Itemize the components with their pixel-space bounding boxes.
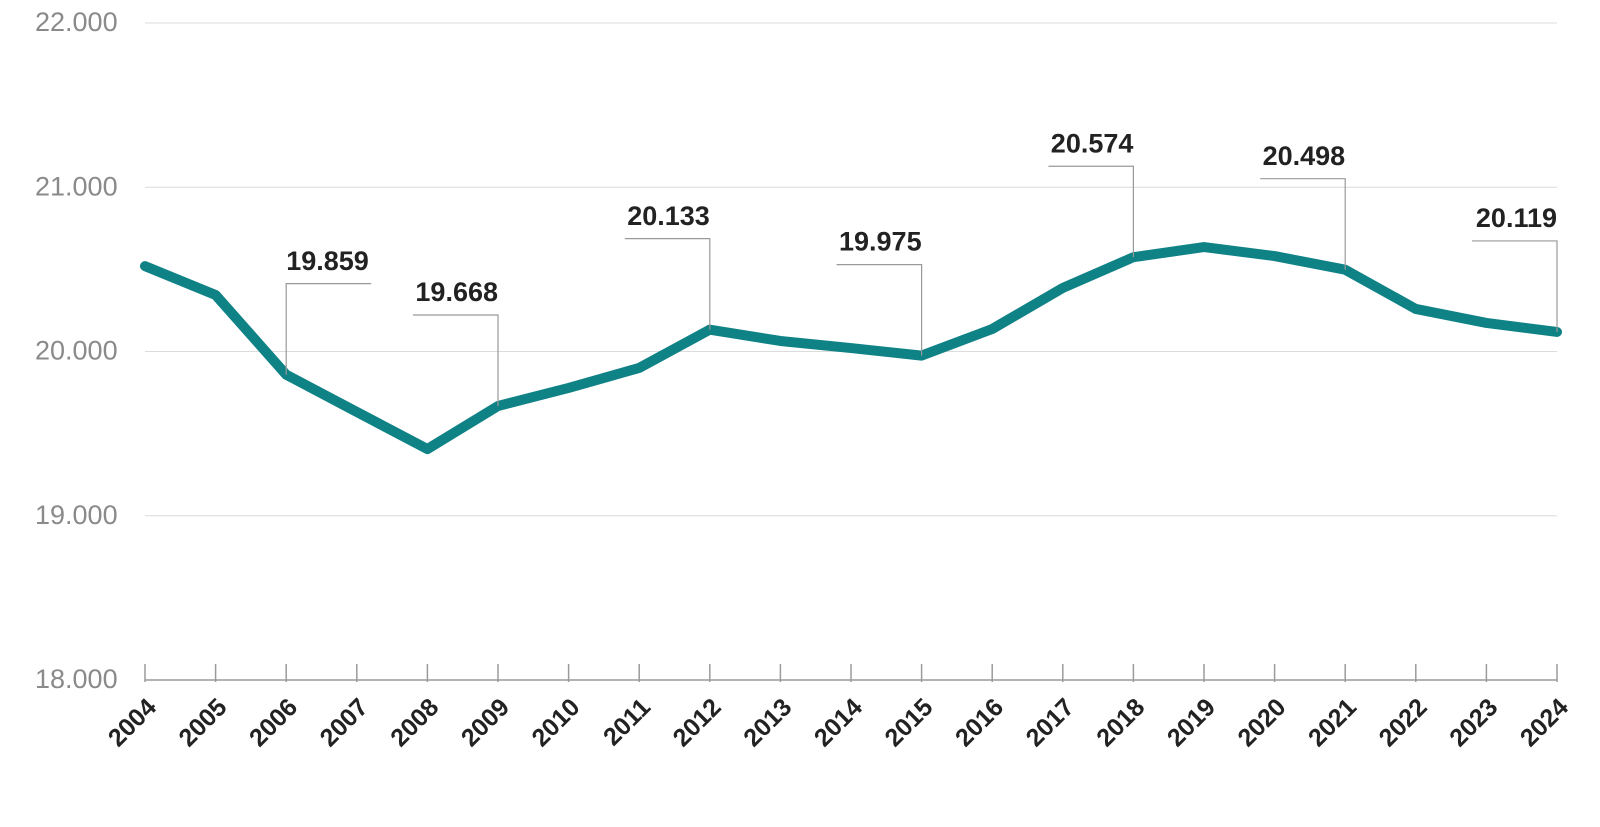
value-label: 20.498 — [1263, 141, 1346, 171]
y-tick-label: 21.000 — [35, 171, 118, 201]
leader-line — [1472, 240, 1558, 332]
x-tick-label: 2008 — [385, 693, 444, 752]
x-tick-label: 2006 — [244, 693, 303, 752]
x-tick-label: 2022 — [1374, 693, 1433, 752]
leader-line — [1260, 178, 1346, 270]
leader-line — [624, 238, 711, 330]
leader-line — [1048, 165, 1134, 258]
x-tick-label: 2017 — [1021, 693, 1080, 752]
x-tick-label: 2015 — [879, 693, 938, 752]
x-tick-label: 2007 — [315, 693, 374, 752]
value-label: 20.119 — [1476, 203, 1557, 233]
x-tick-label: 2011 — [598, 693, 656, 751]
data-line — [140, 242, 1562, 455]
x-tick-label: 2005 — [173, 693, 232, 752]
y-tick-label: 18.000 — [35, 664, 118, 694]
x-tick-label: 2023 — [1444, 693, 1503, 752]
x-tick-label: 2019 — [1162, 693, 1221, 752]
value-label: 20.133 — [627, 201, 710, 231]
x-tick-label: 2004 — [103, 693, 162, 752]
y-tick-label: 22.000 — [35, 7, 118, 37]
x-tick-label: 2016 — [950, 693, 1009, 752]
x-tick-label: 2013 — [738, 693, 797, 752]
y-tick-label: 20.000 — [35, 336, 118, 366]
leader-line — [285, 283, 372, 375]
x-tick-label: 2024 — [1515, 693, 1574, 752]
x-tick-label: 2010 — [526, 693, 585, 752]
x-tick-label: 2020 — [1232, 693, 1291, 752]
value-label: 19.668 — [415, 277, 498, 307]
value-label: 20.574 — [1051, 128, 1134, 158]
x-tick-label: 2021 — [1303, 693, 1362, 752]
y-tick-label: 19.000 — [35, 500, 118, 530]
x-tick-label: 2012 — [668, 693, 727, 752]
value-label: 19.975 — [839, 227, 922, 257]
x-tick-label: 2009 — [456, 693, 515, 752]
leader-line — [836, 264, 923, 356]
leader-line — [413, 314, 499, 407]
value-label: 19.859 — [286, 246, 369, 276]
x-tick-label: 2018 — [1091, 693, 1150, 752]
x-tick-label: 2014 — [809, 693, 868, 752]
